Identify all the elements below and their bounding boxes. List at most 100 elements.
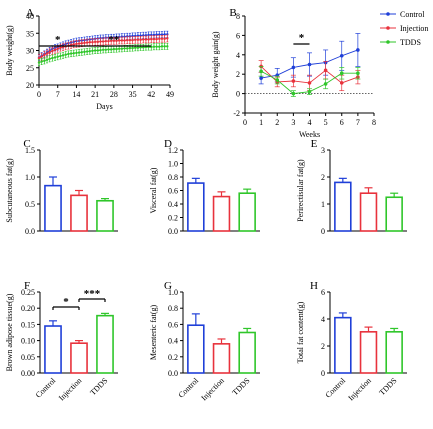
x-category-label: Injection [57, 376, 83, 402]
data-point-control [259, 76, 263, 80]
data-point-injection [142, 38, 145, 41]
y-tick-label: 0.25 [21, 288, 35, 297]
data-point-control [155, 33, 158, 36]
data-point-tdds [72, 52, 75, 55]
y-tick-label: 25 [26, 64, 34, 73]
data-point-tdds [123, 47, 126, 50]
data-point-tdds [136, 46, 140, 49]
data-point-tdds [93, 49, 97, 52]
data-point-injection [118, 39, 121, 42]
data-point-injection [45, 52, 49, 55]
data-point-injection [126, 38, 129, 42]
x-tick-label: 28 [110, 90, 118, 99]
y-tick-label: 0.2 [168, 214, 178, 223]
y-tick-label: 1.0 [168, 160, 178, 169]
data-point-injection [291, 79, 296, 83]
data-point-injection [77, 42, 81, 45]
data-point-tdds [109, 48, 113, 51]
data-point-tdds [323, 82, 328, 86]
x-category-label: Control [324, 376, 348, 400]
data-point-tdds [43, 59, 46, 63]
x-category-label: Injection [199, 376, 225, 402]
y-tick-label: 0.0 [168, 369, 178, 378]
x-tick-label: 3 [291, 118, 295, 127]
data-point-injection [75, 42, 78, 46]
data-point-tdds [77, 51, 81, 54]
data-point-tdds [48, 57, 51, 60]
data-point-injection [85, 41, 89, 44]
y-tick-label: 0.4 [168, 200, 178, 209]
y-tick-label: 0.8 [168, 304, 178, 313]
data-point-injection [112, 39, 116, 43]
data-point-tdds [85, 50, 89, 53]
x-tick-label: 42 [147, 90, 155, 99]
data-point-injection [93, 40, 97, 44]
legend-marker-tdds [386, 40, 390, 44]
data-point-tdds [307, 89, 312, 94]
data-point-tdds [40, 60, 43, 63]
y-tick-label: 1.5 [25, 146, 35, 155]
bar-control [187, 324, 205, 374]
data-point-injection [37, 56, 41, 60]
x-tick-label: 21 [91, 90, 99, 99]
bar-injection [70, 194, 88, 232]
significance-marker: *** [84, 288, 101, 300]
data-point-injection [163, 37, 166, 40]
y-tick-label: 2 [236, 70, 240, 79]
bar-control [334, 181, 352, 232]
data-point-injection [56, 47, 59, 50]
data-point-injection [109, 39, 113, 43]
panel-label-a: A [26, 7, 34, 19]
x-tick-label: 0 [37, 90, 41, 99]
data-point-injection [96, 40, 100, 44]
data-point-injection [91, 41, 94, 44]
y-tick-label: 8 [236, 12, 240, 21]
data-point-tdds [128, 46, 132, 50]
y-tick-label: 0 [321, 227, 325, 236]
significance-marker: ** [108, 34, 120, 46]
bar-control [44, 184, 62, 232]
data-point-tdds [291, 91, 296, 96]
x-category-label: TDDS [88, 376, 109, 397]
data-point-injection [136, 38, 140, 42]
data-point-injection [83, 41, 86, 45]
data-point-injection [131, 38, 134, 42]
bar-injection [212, 195, 231, 232]
y-axis-label: Total fat content(g) [296, 301, 305, 363]
data-point-injection [166, 37, 169, 40]
bar-control [187, 182, 205, 232]
legend-marker-injection [386, 26, 390, 30]
data-point-injection [307, 81, 312, 85]
data-point-tdds [107, 48, 110, 51]
y-tick-label: 2 [321, 173, 325, 182]
y-tick-label: 0 [236, 90, 240, 99]
x-category-label: TDDS [230, 376, 251, 397]
data-point-tdds [80, 51, 83, 54]
y-tick-label: 0.2 [168, 353, 178, 362]
data-point-injection [80, 42, 83, 45]
bar-injection [359, 192, 378, 232]
data-point-injection [51, 49, 54, 53]
y-tick-label: 35 [26, 29, 34, 38]
data-point-tdds [139, 46, 142, 49]
data-point-tdds [259, 69, 263, 74]
data-point-injection [59, 46, 62, 49]
data-point-injection [43, 53, 46, 57]
data-point-injection [155, 37, 158, 41]
y-tick-label: 0.8 [168, 173, 178, 182]
x-tick-label: 2 [275, 118, 279, 127]
x-category-label: Control [177, 376, 201, 400]
data-point-tdds [75, 51, 78, 55]
panel-label-g: G [164, 280, 172, 292]
data-point-control [163, 33, 166, 36]
y-tick-label: 1.0 [168, 288, 178, 297]
panel-label-h: H [310, 280, 318, 292]
y-axis-label: Perirectisular fat(g) [296, 159, 305, 222]
data-point-injection [152, 37, 156, 41]
x-tick-label: 7 [356, 118, 360, 127]
x-tick-label: 7 [56, 90, 60, 99]
data-point-tdds [158, 45, 161, 48]
y-tick-label: 4 [321, 315, 325, 324]
data-point-injection [72, 43, 75, 46]
y-tick-label: 20 [26, 81, 34, 90]
